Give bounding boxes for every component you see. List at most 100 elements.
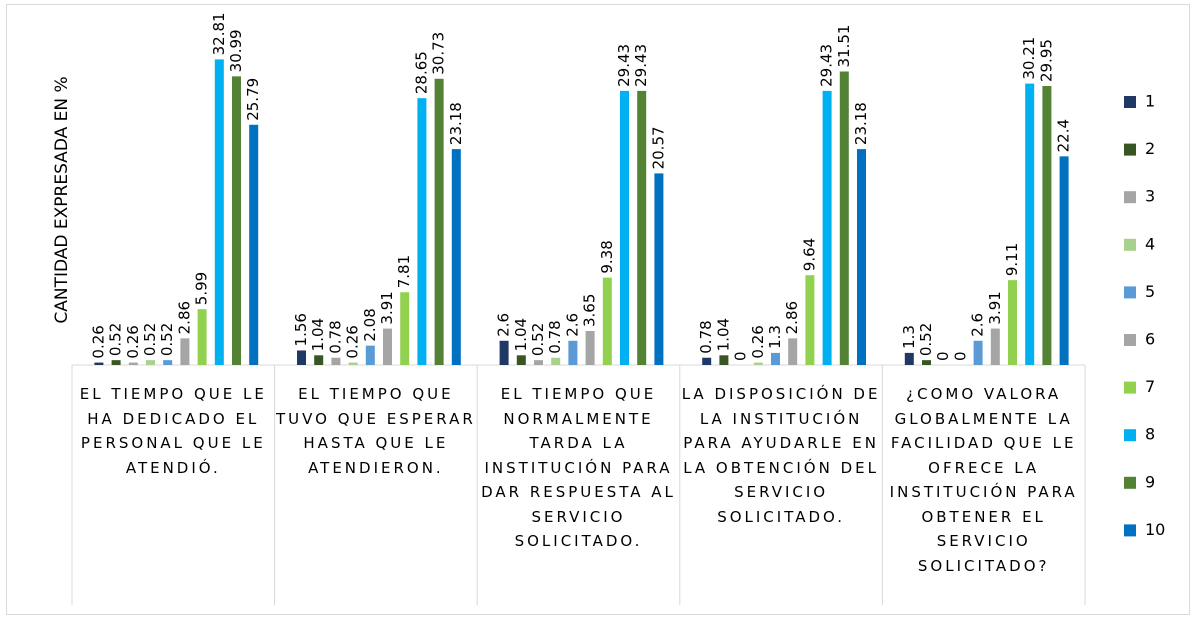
bar bbox=[568, 340, 578, 365]
bar bbox=[348, 362, 358, 365]
data-label: 7.81 bbox=[395, 255, 413, 288]
data-label: 29.43 bbox=[818, 44, 836, 87]
bar bbox=[128, 362, 138, 365]
bar bbox=[232, 76, 241, 366]
data-label: 23.18 bbox=[447, 102, 465, 145]
data-label: 2.6 bbox=[969, 313, 987, 337]
bar bbox=[839, 71, 849, 365]
data-label: 5.99 bbox=[193, 272, 211, 305]
data-label: 0.26 bbox=[344, 325, 362, 358]
legend-label: 8 bbox=[1145, 425, 1155, 444]
data-label: 0.52 bbox=[158, 323, 176, 356]
data-label: 29.43 bbox=[615, 44, 633, 87]
bar bbox=[365, 345, 375, 365]
legend-label: 6 bbox=[1145, 330, 1155, 349]
data-label: 0 bbox=[732, 351, 750, 361]
bar bbox=[753, 362, 763, 365]
legend-swatch bbox=[1124, 524, 1136, 537]
bar bbox=[214, 59, 224, 365]
legend-label: 2 bbox=[1145, 139, 1155, 158]
data-label: 20.57 bbox=[649, 126, 667, 169]
data-label: 0 bbox=[951, 351, 969, 361]
bar bbox=[249, 124, 259, 365]
bar bbox=[383, 328, 392, 365]
bar bbox=[111, 360, 121, 365]
chart-frame bbox=[6, 4, 1190, 615]
y-axis-title: CANTIDAD EXPRESADA EN % bbox=[52, 76, 72, 323]
bar bbox=[1025, 83, 1035, 366]
bar bbox=[771, 352, 780, 365]
data-label: 0.26 bbox=[749, 325, 767, 358]
x-tick-label: ¿COMO VALORA GLOBALMENTE LA FACILIDAD QU… bbox=[889, 385, 1078, 575]
data-label: 0.26 bbox=[124, 325, 142, 358]
bar bbox=[654, 173, 664, 365]
data-label: 0.26 bbox=[89, 325, 107, 358]
data-label: 29.95 bbox=[1037, 39, 1055, 82]
bar bbox=[180, 338, 190, 365]
legend-label: 4 bbox=[1145, 234, 1155, 253]
bar bbox=[1042, 86, 1052, 365]
bar bbox=[400, 292, 410, 365]
bar bbox=[857, 149, 866, 365]
data-label: 31.51 bbox=[835, 25, 853, 68]
bar bbox=[499, 340, 509, 365]
legend-label: 5 bbox=[1145, 282, 1155, 301]
legend-swatch bbox=[1124, 191, 1136, 204]
x-tick-label: EL TIEMPO QUE LE HA DEDICADO EL PERSONAL… bbox=[79, 385, 267, 477]
bar bbox=[805, 275, 815, 365]
legend-swatch bbox=[1124, 238, 1136, 251]
legend-swatch bbox=[1124, 96, 1136, 108]
bar bbox=[146, 360, 155, 365]
data-label: 2.86 bbox=[783, 301, 801, 334]
bar bbox=[602, 277, 612, 365]
legend-swatch bbox=[1124, 381, 1136, 394]
bar bbox=[534, 360, 543, 365]
data-label: 30.99 bbox=[227, 29, 245, 72]
x-tick-label: EL TIEMPO QUE TUVO QUE ESPERAR HASTA QUE… bbox=[276, 385, 476, 477]
bar bbox=[719, 355, 729, 365]
legend-label: 9 bbox=[1145, 472, 1155, 491]
bar bbox=[637, 90, 647, 366]
data-label: 25.79 bbox=[244, 78, 262, 121]
data-label: 0.52 bbox=[141, 323, 159, 356]
data-label: 0.78 bbox=[546, 320, 564, 353]
data-label: 1.04 bbox=[512, 318, 530, 351]
bar bbox=[585, 331, 595, 365]
bar bbox=[620, 90, 629, 366]
data-label: 2.86 bbox=[175, 301, 193, 334]
legend-label: 3 bbox=[1145, 187, 1155, 206]
data-label: 3.91 bbox=[378, 291, 396, 324]
legend-label: 1 bbox=[1145, 92, 1155, 111]
bar bbox=[451, 149, 461, 365]
data-label: 9.64 bbox=[800, 238, 818, 271]
data-label: 1.3 bbox=[900, 325, 918, 349]
bar bbox=[904, 352, 914, 365]
bar bbox=[822, 90, 832, 366]
bar bbox=[434, 78, 444, 365]
data-label: 1.56 bbox=[292, 313, 310, 346]
data-label: 0 bbox=[934, 351, 952, 361]
bar bbox=[973, 340, 983, 365]
data-label: 3.91 bbox=[986, 291, 1004, 324]
data-label: 1.04 bbox=[714, 318, 732, 351]
data-label: 2.6 bbox=[563, 313, 581, 337]
data-label: 0.52 bbox=[529, 323, 547, 356]
data-label: 30.73 bbox=[430, 32, 448, 75]
bar bbox=[551, 357, 561, 365]
legend-label: 7 bbox=[1145, 377, 1155, 396]
bar bbox=[197, 309, 207, 365]
data-label: 9.38 bbox=[598, 240, 616, 273]
bar bbox=[163, 360, 173, 365]
legend-label: 10 bbox=[1145, 520, 1165, 539]
data-label: 1.3 bbox=[766, 325, 784, 349]
data-label: 30.21 bbox=[1020, 37, 1038, 80]
x-tick-label: LA DISPOSICIÓN DE LA INSTITUCIÓN PARA AY… bbox=[681, 385, 881, 526]
data-label: 2.6 bbox=[495, 313, 513, 337]
data-label: 32.81 bbox=[210, 12, 228, 55]
data-label: 22.4 bbox=[1055, 119, 1073, 152]
data-label: 0.52 bbox=[917, 323, 935, 356]
bar bbox=[702, 357, 712, 365]
bar bbox=[417, 98, 427, 365]
